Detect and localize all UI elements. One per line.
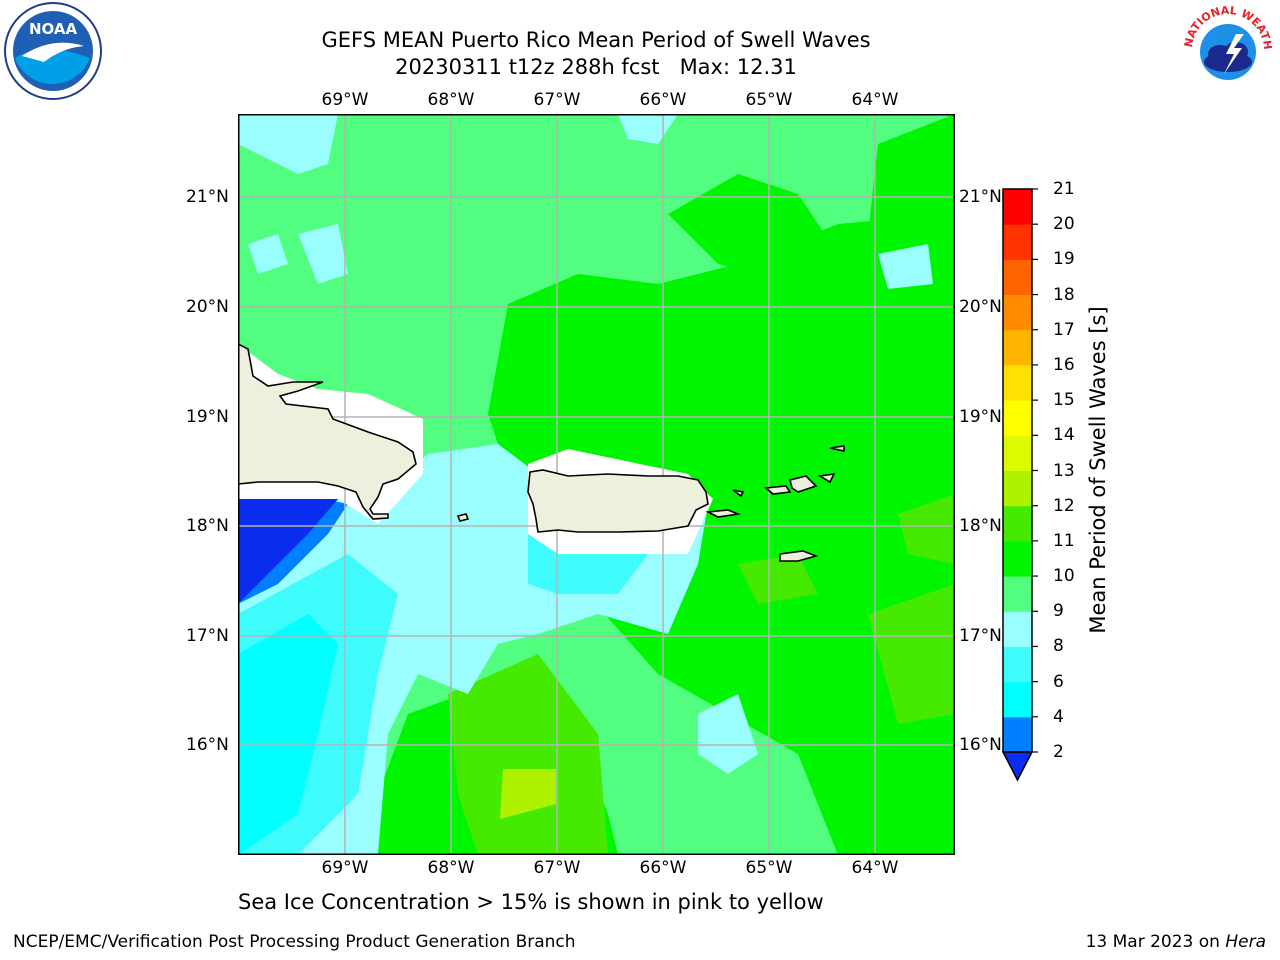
credit-right: 13 Mar 2023 on Hera [1086,932,1266,952]
map-frame [238,114,955,855]
credit-left: NCEP/EMC/Verification Post Processing Pr… [13,932,576,952]
noaa-logo: NOAA [4,2,102,100]
lat-label-left: 20°N [186,297,229,317]
colorbar-label: Mean Period of Swell Waves [s] [1086,306,1110,634]
colorbar-tick-label: 17 [1053,319,1075,340]
colorbar-segment [1003,681,1032,718]
lon-label-bottom: 65°W [745,858,793,878]
lon-label-top: 69°W [321,90,369,110]
colorbar-tick-label: 15 [1053,390,1075,411]
credit-host: Hera [1225,932,1266,952]
lat-label-left: 21°N [186,187,229,207]
colorbar-tick-label: 9 [1053,601,1064,622]
colorbar-tick-label: 16 [1053,354,1075,375]
chart-subtitle: 20230311 t12z 288h fcst Max: 12.31 [395,55,797,79]
colorbar-segment [1003,540,1032,577]
colorbar-extend-triangle [1001,751,1034,782]
colorbar-tick-label: 18 [1053,284,1075,305]
nws-logo: NATIONAL WEATHER SERVICE [1178,0,1274,98]
colorbar [1001,188,1038,782]
colorbar-segment [1003,329,1032,366]
chart-title: GEFS MEAN Puerto Rico Mean Period of Swe… [321,28,871,52]
lat-label-right: 19°N [959,407,1002,427]
colorbar-segment [1003,611,1032,647]
colorbar-segment [1003,294,1032,331]
lat-label-left: 17°N [186,626,229,646]
colorbar-segment [1003,224,1032,260]
lat-label-left: 16°N [186,735,229,755]
colorbar-segment [1003,259,1032,296]
lat-label-right: 17°N [959,626,1002,646]
lat-label-right: 21°N [959,187,1002,207]
lon-label-top: 65°W [745,90,793,110]
colorbar-tick-label: 10 [1053,566,1075,587]
colorbar-tick-label: 14 [1053,425,1075,446]
colorbar-tick-label: 21 [1053,179,1075,199]
land-masses [238,343,845,562]
colorbar-segment [1003,364,1032,401]
colorbar-segment [1003,400,1032,436]
colorbar-segment [1003,470,1032,507]
lat-label-right: 20°N [959,297,1002,317]
footnote: Sea Ice Concentration > 15% is shown in … [238,890,824,914]
colorbar-segment [1003,576,1032,612]
lat-label-right: 16°N [959,735,1002,755]
colorbar-tick-label: 13 [1053,460,1075,481]
lon-label-bottom: 67°W [533,858,581,878]
colorbar-segment [1003,505,1032,542]
lon-label-top: 64°W [851,90,899,110]
map-plot [238,114,955,855]
lon-label-top: 66°W [639,90,687,110]
puerto-rico-land [527,469,709,533]
colorbar-segment [1003,189,1032,225]
colorbar-tick-label: 20 [1053,214,1075,235]
noaa-logo-text: NOAA [29,20,78,38]
lon-label-bottom: 69°W [321,858,369,878]
colorbar-tick-label: 2 [1053,742,1064,762]
lat-label-right: 18°N [959,516,1002,536]
colorbar-segment [1003,435,1032,471]
colorbar-tick-label: 11 [1053,530,1075,551]
colorbar-segment [1003,716,1032,753]
lon-label-bottom: 64°W [851,858,899,878]
colorbar-segment [1003,646,1032,683]
lon-label-top: 67°W [533,90,581,110]
lon-label-bottom: 66°W [639,858,687,878]
hispaniola-land [238,343,417,520]
lat-label-left: 19°N [186,407,229,427]
colorbar-tick-label: 8 [1053,636,1064,657]
colorbar-tick-label: 4 [1053,706,1064,727]
lat-label-left: 18°N [186,516,229,536]
lon-label-bottom: 68°W [427,858,475,878]
credit-date: 13 Mar 2023 on [1085,932,1226,952]
colorbar-tick-label: 6 [1053,671,1064,692]
colorbar-tick-label: 12 [1053,495,1075,516]
colorbar-tick-label: 19 [1053,249,1075,270]
lon-label-top: 68°W [427,90,475,110]
